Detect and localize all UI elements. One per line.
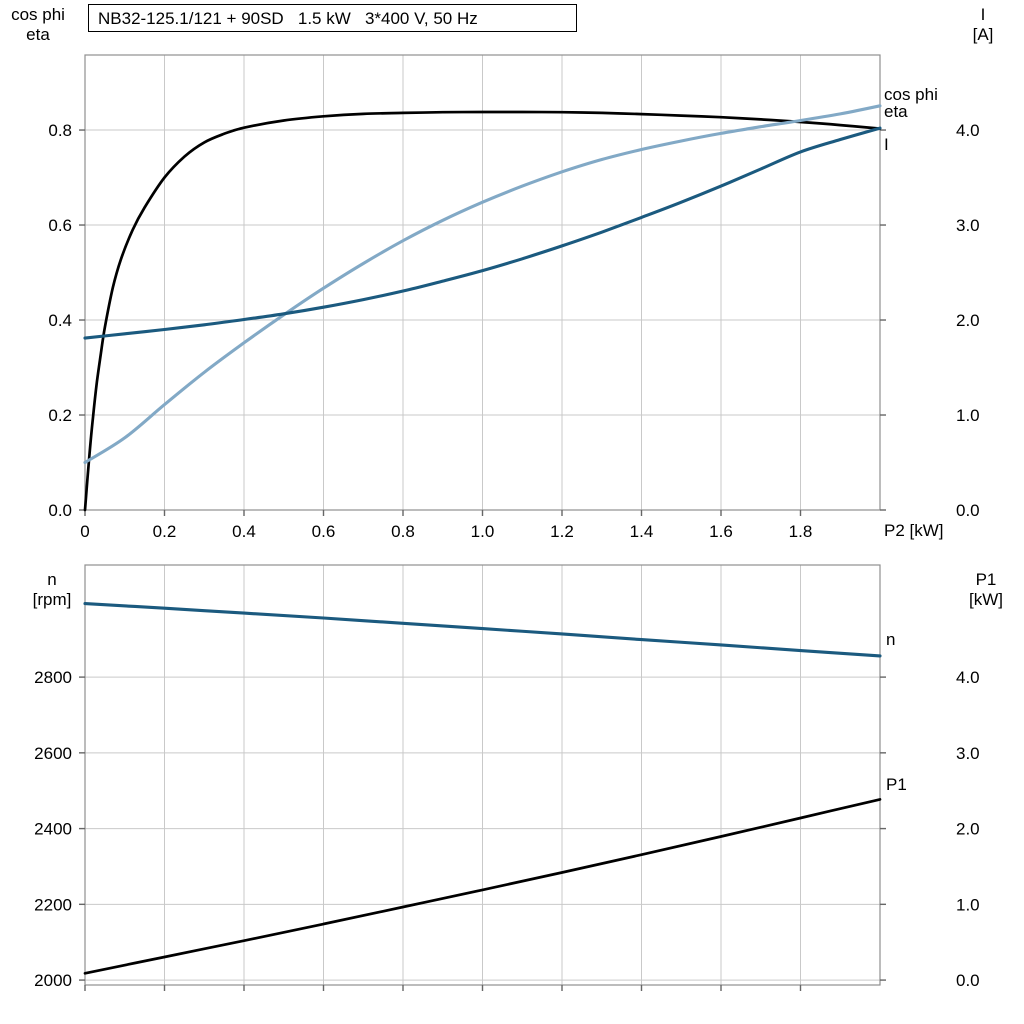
right-tick-label: 3.0 <box>956 744 980 763</box>
eta-curve <box>83 110 882 512</box>
top-chart-left-axis-title: cos phi eta <box>8 5 68 45</box>
left-tick-label: 0.8 <box>48 121 72 140</box>
pump-title-box: NB32-125.1/121 + 90SD 1.5 kW 3*400 V, 50… <box>88 4 577 32</box>
current-curve-label: I <box>884 135 889 154</box>
x-tick-label: 1.6 <box>709 522 733 541</box>
right-tick-label: 3.0 <box>956 216 980 235</box>
right-tick-label: 0.0 <box>956 501 980 520</box>
axis-title-line: [rpm] <box>32 590 72 609</box>
x-axis-label: P2 [kW] <box>884 521 944 540</box>
x-tick-label: 0.8 <box>391 522 415 541</box>
axis-title-line: P1 <box>975 570 997 589</box>
current-curve <box>83 126 882 340</box>
right-tick-label: 1.0 <box>956 406 980 425</box>
left-tick-label: 2400 <box>34 820 72 839</box>
x-tick-label: 1.2 <box>550 522 574 541</box>
p1-curve <box>83 798 882 975</box>
axis-title-line: [A] <box>972 25 994 44</box>
chart-speed-power: 2000 2200 2400 2600 2800 0.0 1.0 2.0 3.0 4.0 n P1 <box>34 564 980 991</box>
x-tick-label: 1.4 <box>630 522 654 541</box>
axis-title-line: [kW] <box>969 590 1003 609</box>
left-tick-label: 2200 <box>34 895 72 914</box>
x-tick-label: 0.6 <box>312 522 336 541</box>
axis-title-line: eta <box>26 25 50 44</box>
left-tick-label: 0.4 <box>48 311 72 330</box>
chart-motor-curves: 0.0 0.2 0.4 0.6 0.8 0.0 1.0 2.0 3.0 4.0 0 0.2 0.4 0.6… <box>48 54 980 541</box>
speed-curve <box>83 602 882 658</box>
x-tick-label: 1.0 <box>471 522 495 541</box>
top-chart-right-axis-title: I [A] <box>958 5 1008 45</box>
right-tick-label: 2.0 <box>956 820 980 839</box>
eta-curve-label: eta <box>884 102 908 121</box>
right-tick-label: 4.0 <box>956 121 980 140</box>
axis-title-line: I <box>980 5 986 24</box>
right-tick-label: 2.0 <box>956 311 980 330</box>
speed-curve-label: n <box>886 630 895 649</box>
right-tick-label: 1.0 <box>956 895 980 914</box>
right-tick-label: 0.0 <box>956 971 980 990</box>
left-tick-label: 2800 <box>34 668 72 687</box>
left-tick-label: 0.2 <box>48 406 72 425</box>
x-tick-label: 0 <box>80 522 89 541</box>
bottom-chart-right-axis-title: P1 [kW] <box>958 570 1014 610</box>
p1-curve-label: P1 <box>886 775 907 794</box>
x-tick-label: 0.2 <box>153 522 177 541</box>
x-tick-label: 0.4 <box>232 522 256 541</box>
cos-phi-curve <box>83 104 882 465</box>
left-tick-label: 0.0 <box>48 501 72 520</box>
left-tick-label: 2600 <box>34 744 72 763</box>
axis-title-line: cos phi <box>11 5 65 24</box>
left-tick-label: 0.6 <box>48 216 72 235</box>
right-tick-label: 4.0 <box>956 668 980 687</box>
x-tick-label: 1.8 <box>789 522 813 541</box>
axis-title-line: n <box>47 570 57 589</box>
cos-phi-curve-label: cos phi <box>884 85 938 104</box>
bottom-chart-left-axis-title: n [rpm] <box>24 570 80 610</box>
left-tick-label: 2000 <box>34 971 72 990</box>
